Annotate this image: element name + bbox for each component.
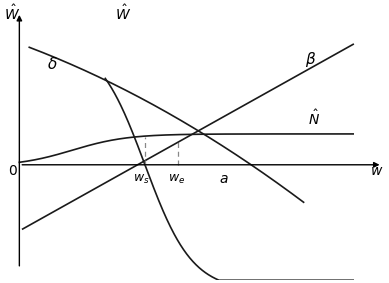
- Text: $w$: $w$: [370, 164, 383, 178]
- Text: $w_s$: $w_s$: [133, 173, 150, 186]
- Text: $\delta$: $\delta$: [47, 56, 58, 72]
- Text: $\hat{N}$: $\hat{N}$: [308, 109, 319, 128]
- Text: $\hat{W}$: $\hat{W}$: [116, 4, 131, 23]
- Text: $w_e$: $w_e$: [168, 173, 185, 186]
- Text: $\hat{W}$: $\hat{W}$: [4, 4, 20, 23]
- Text: 0: 0: [9, 164, 17, 178]
- Text: $a$: $a$: [219, 172, 229, 186]
- Text: $\beta$: $\beta$: [305, 50, 316, 69]
